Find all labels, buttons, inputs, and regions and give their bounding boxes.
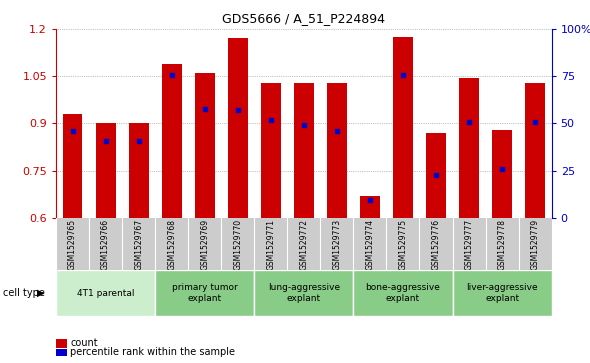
Bar	[63, 114, 83, 218]
Bar	[353, 270, 453, 316]
Bar	[426, 133, 446, 218]
Text: GSM1529769: GSM1529769	[200, 219, 209, 270]
Bar	[228, 38, 248, 218]
Text: cell type: cell type	[3, 288, 45, 298]
Text: GSM1529770: GSM1529770	[233, 219, 242, 270]
Bar	[56, 270, 155, 316]
Bar	[129, 123, 149, 218]
Bar	[96, 123, 116, 218]
Bar	[261, 82, 281, 218]
Bar	[254, 270, 353, 316]
Bar	[360, 196, 380, 218]
Text: GSM1529772: GSM1529772	[299, 219, 309, 270]
Bar	[459, 78, 479, 218]
Text: GSM1529777: GSM1529777	[464, 219, 474, 270]
Bar	[162, 64, 182, 218]
Text: lung-aggressive
explant: lung-aggressive explant	[268, 284, 340, 303]
Text: primary tumor
explant: primary tumor explant	[172, 284, 238, 303]
Bar	[294, 82, 314, 218]
Text: ▶: ▶	[37, 288, 45, 298]
Bar	[195, 73, 215, 218]
Text: count: count	[70, 338, 98, 348]
Bar	[492, 130, 512, 218]
Text: percentile rank within the sample: percentile rank within the sample	[70, 347, 235, 358]
Text: bone-aggressive
explant: bone-aggressive explant	[366, 284, 440, 303]
Text: GSM1529778: GSM1529778	[497, 219, 507, 270]
Bar	[327, 82, 347, 218]
Title: GDS5666 / A_51_P224894: GDS5666 / A_51_P224894	[222, 12, 385, 25]
Text: GSM1529766: GSM1529766	[101, 219, 110, 270]
Text: GSM1529771: GSM1529771	[266, 219, 276, 270]
Text: GSM1529765: GSM1529765	[68, 219, 77, 270]
Text: GSM1529768: GSM1529768	[167, 219, 176, 270]
Bar	[525, 82, 545, 218]
Text: GSM1529773: GSM1529773	[332, 219, 342, 270]
Text: 4T1 parental: 4T1 parental	[77, 289, 135, 298]
Text: GSM1529767: GSM1529767	[134, 219, 143, 270]
Bar	[453, 270, 552, 316]
Bar	[155, 270, 254, 316]
Text: GSM1529774: GSM1529774	[365, 219, 375, 270]
Text: GSM1529776: GSM1529776	[431, 219, 441, 270]
Text: GSM1529775: GSM1529775	[398, 219, 408, 270]
Bar	[393, 37, 413, 218]
Text: liver-aggressive
explant: liver-aggressive explant	[466, 284, 538, 303]
Text: GSM1529779: GSM1529779	[530, 219, 540, 270]
